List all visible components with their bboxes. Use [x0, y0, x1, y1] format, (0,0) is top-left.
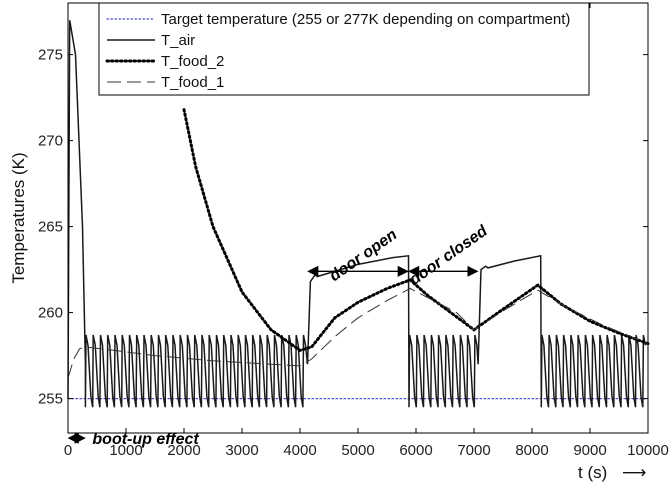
x-axis-arrow: ⟶ [622, 463, 646, 482]
x-tick-label: 0 [64, 442, 72, 459]
y-tick-label: 275 [38, 47, 63, 64]
x-tick-label: 3000 [225, 442, 258, 459]
annotation-label: boot-up effect [92, 431, 199, 448]
y-tick-label: 265 [38, 219, 63, 236]
x-tick-label: 8000 [515, 442, 548, 459]
legend-entry: T_air [161, 32, 195, 49]
series-line-2 [182, 108, 650, 353]
series-layer [67, 20, 650, 408]
legend: Target temperature (255 or 277K dependin… [98, 2, 590, 96]
x-tick-label: 10000 [627, 442, 669, 459]
legend-entry: T_food_2 [161, 53, 224, 70]
x-axis-label: t (s) [578, 463, 607, 482]
series-line-3 [67, 287, 649, 379]
x-tick-label: 9000 [573, 442, 606, 459]
y-tick-label: 260 [38, 305, 63, 322]
legend-box [98, 2, 590, 96]
x-tick-label: 2000 [167, 442, 200, 459]
legend-entry: T_food_1 [161, 74, 224, 91]
x-tick-label: 4000 [283, 442, 316, 459]
y-axis-label: Temperatures (K) [9, 152, 28, 283]
x-tick-label: 5000 [341, 442, 374, 459]
legend-entry: Target temperature (255 or 277K dependin… [161, 11, 570, 28]
axes-layer: 0 1000 2000 3000 4000 5000 6000 7000 8000 9000 100… [38, 2, 669, 459]
x-tick-label: 1000 [109, 442, 142, 459]
x-tick-label: 6000 [399, 442, 432, 459]
y-tick-label: 255 [38, 391, 63, 408]
x-tick-label: 7000 [457, 442, 490, 459]
y-tick-label: 270 [38, 133, 63, 150]
